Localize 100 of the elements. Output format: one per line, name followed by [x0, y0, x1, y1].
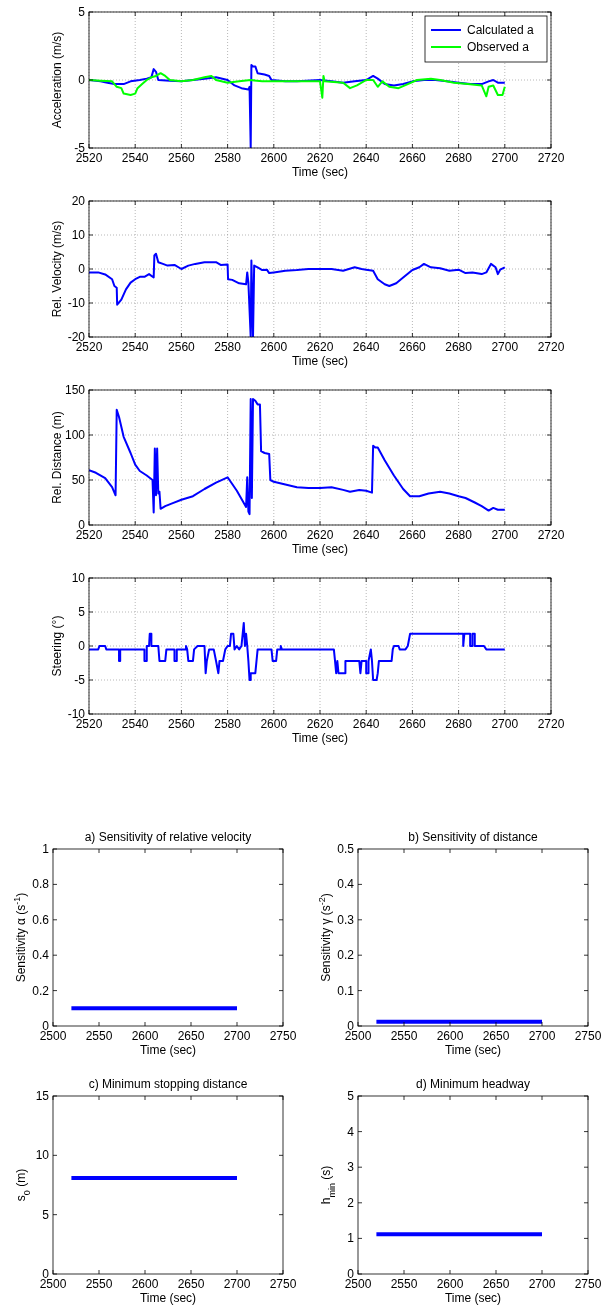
x-tick-label: 2620: [306, 528, 334, 542]
y-tick-label: 4: [347, 1124, 355, 1139]
x-tick-label: 2720: [537, 528, 565, 542]
x-tick-label: 2720: [537, 340, 565, 354]
x-tick-label: 2700: [491, 151, 519, 165]
x-tick-label: 2680: [445, 151, 473, 165]
x-tick-label: 2560: [168, 528, 196, 542]
x-axis-title: Time (sec): [291, 542, 349, 556]
x-tick-label: 2720: [537, 151, 565, 165]
x-tick-label: 2580: [214, 340, 242, 354]
x-axis-title: Time (sec): [139, 1043, 197, 1057]
y-tick-label: 3: [347, 1160, 355, 1175]
x-tick-label: 2700: [223, 1277, 251, 1291]
x-tick-label: 2550: [85, 1277, 113, 1291]
x-tick-label: 2700: [491, 528, 519, 542]
x-tick-label: 2580: [214, 717, 242, 731]
x-tick-label: 2640: [352, 528, 380, 542]
x-axis-title: Time (sec): [291, 165, 349, 179]
x-axis-title: Time (sec): [444, 1291, 502, 1305]
y-tick-label: 0.5: [337, 842, 355, 856]
y-tick-label: 0.2: [32, 983, 50, 998]
y-tick-label: 2: [347, 1195, 355, 1210]
x-tick-label: 2560: [168, 151, 196, 165]
y-tick-label: 5: [347, 1089, 355, 1103]
x-tick-label: 2660: [399, 528, 427, 542]
y-tick-label: 0.2: [337, 948, 355, 963]
y-tick-label: 0.3: [337, 912, 355, 927]
chart-title: b) Sensitivity of distance: [408, 830, 539, 844]
x-tick-label: 2580: [214, 528, 242, 542]
x-tick-label: 2540: [121, 528, 149, 542]
line-series: [89, 252, 506, 337]
x-tick-label: 2650: [482, 1029, 510, 1043]
y-tick-label: 0.4: [337, 877, 355, 892]
x-tick-label: 2550: [85, 1029, 113, 1043]
x-tick-label: 2600: [260, 340, 288, 354]
legend-label: Observed a: [467, 40, 530, 54]
x-axis-title: Time (sec): [291, 354, 349, 368]
x-tick-label: 2620: [306, 151, 334, 165]
y-tick-label: 5: [78, 5, 86, 19]
x-tick-label: 2650: [177, 1277, 205, 1291]
x-tick-label: 2640: [352, 151, 380, 165]
y-tick-label: -5: [74, 673, 86, 687]
y-axis-title: Rel. Velocity (m/s): [50, 220, 64, 318]
x-tick-label: 2580: [214, 151, 242, 165]
x-tick-label: 2620: [306, 717, 334, 731]
y-axis-title: Steering (°): [50, 615, 64, 677]
y-tick-label: 0.8: [32, 877, 50, 892]
chart-title: c) Minimum stopping distance: [88, 1077, 248, 1091]
x-tick-label: 2680: [445, 717, 473, 731]
y-tick-label: 0.6: [32, 912, 50, 927]
x-tick-label: 2700: [528, 1277, 556, 1291]
y-tick-label: 50: [71, 473, 86, 487]
x-tick-label: 2750: [574, 1029, 602, 1043]
x-tick-label: 2600: [260, 717, 288, 731]
chart-title: d) Minimum headway: [415, 1077, 531, 1091]
x-tick-label: 2600: [436, 1029, 464, 1043]
y-tick-label: 10: [35, 1148, 50, 1163]
y-tick-label: 10: [71, 571, 86, 585]
x-tick-label: 2550: [390, 1029, 418, 1043]
x-axis-title: Time (sec): [291, 731, 349, 745]
y-tick-label: 1: [347, 1231, 355, 1246]
x-tick-label: 2660: [399, 151, 427, 165]
line-series: [89, 398, 506, 516]
x-tick-label: 2720: [537, 717, 565, 731]
x-tick-label: 2620: [306, 340, 334, 354]
x-tick-label: 2650: [177, 1029, 205, 1043]
x-tick-label: 2700: [223, 1029, 251, 1043]
x-tick-label: 2680: [445, 528, 473, 542]
y-tick-label: 5: [42, 1207, 50, 1222]
x-tick-label: 2660: [399, 717, 427, 731]
chart-title: a) Sensitivity of relative velocity: [84, 830, 252, 844]
x-tick-label: 2600: [131, 1277, 159, 1291]
y-tick-label: 100: [64, 428, 86, 442]
x-tick-label: 2600: [131, 1029, 159, 1043]
x-tick-label: 2560: [168, 340, 196, 354]
y-tick-label: 10: [71, 228, 86, 242]
x-axis-title: Time (sec): [444, 1043, 502, 1057]
x-tick-label: 2600: [260, 528, 288, 542]
x-tick-label: 2750: [269, 1029, 297, 1043]
y-tick-label: 0: [78, 639, 86, 653]
x-tick-label: 2640: [352, 717, 380, 731]
x-tick-label: 2700: [491, 717, 519, 731]
x-tick-label: 2640: [352, 340, 380, 354]
y-tick-label: 20: [71, 194, 86, 208]
x-tick-label: 2540: [121, 717, 149, 731]
x-tick-label: 2540: [121, 151, 149, 165]
x-tick-label: 2700: [491, 340, 519, 354]
x-tick-label: 2660: [399, 340, 427, 354]
y-tick-label: 15: [35, 1089, 50, 1103]
x-tick-label: 2700: [528, 1029, 556, 1043]
x-tick-label: 2550: [390, 1277, 418, 1291]
x-tick-label: 2680: [445, 340, 473, 354]
y-tick-label: 150: [64, 383, 86, 397]
line-series: [89, 621, 506, 681]
legend-label: Calculated a: [467, 23, 535, 37]
y-tick-label: 1: [42, 842, 50, 856]
y-tick-label: 0: [78, 262, 86, 276]
x-tick-label: 2600: [260, 151, 288, 165]
y-tick-label: 0: [78, 73, 86, 87]
x-tick-label: 2540: [121, 340, 149, 354]
